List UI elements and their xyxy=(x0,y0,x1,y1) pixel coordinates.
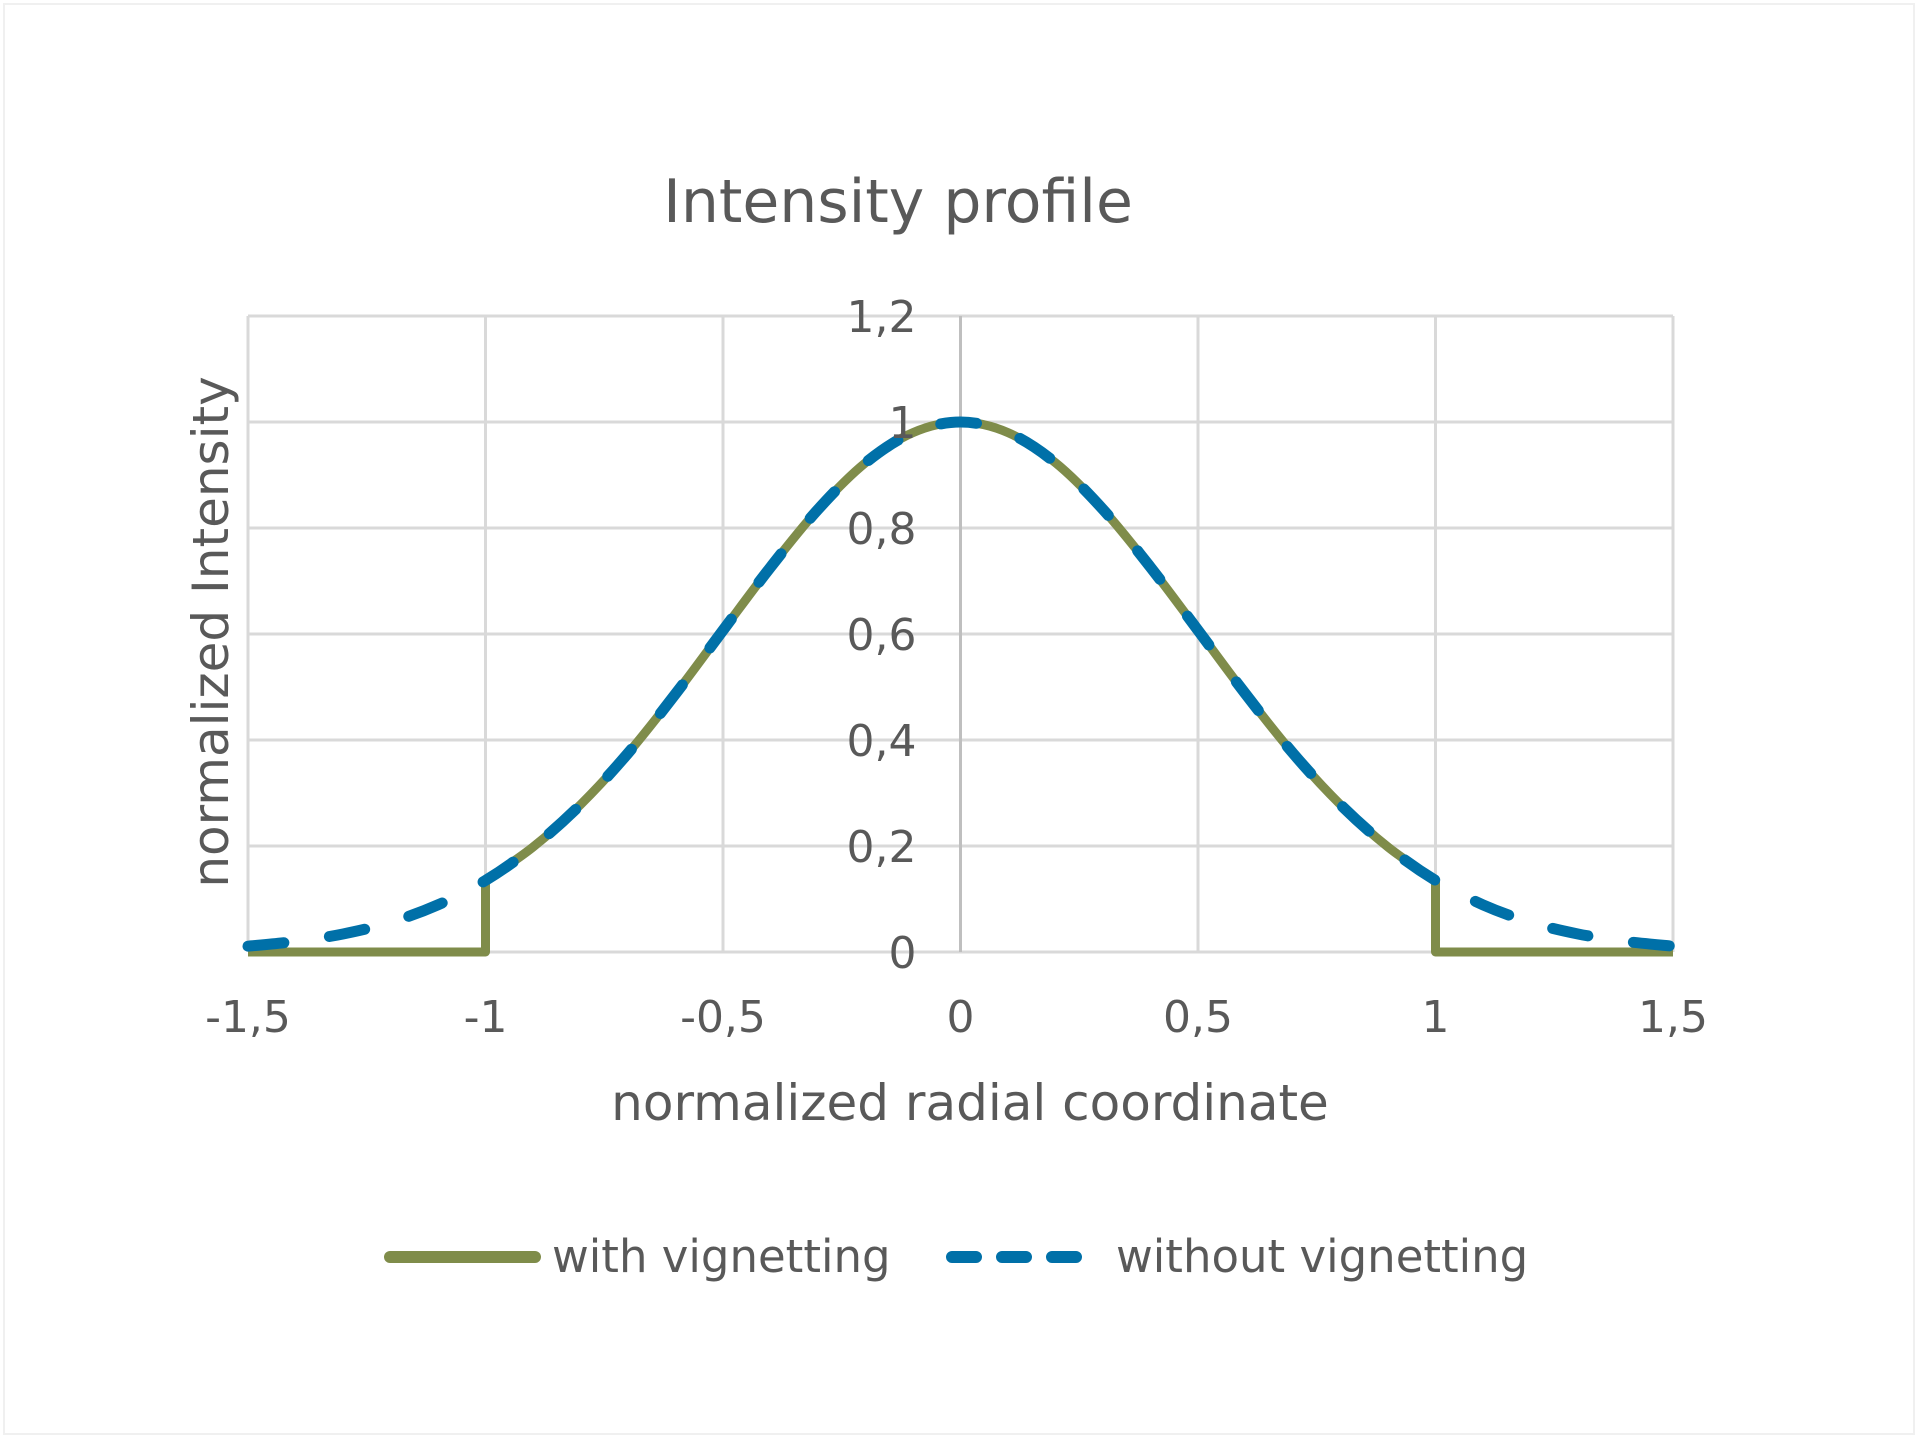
y-tick-label: 1 xyxy=(889,398,917,449)
y-tick-label: 0,2 xyxy=(847,822,917,873)
y-axis-title: normalized Intensity xyxy=(182,376,240,887)
y-tick-label: 0,8 xyxy=(847,504,917,555)
y-tick-label: 0,4 xyxy=(847,716,917,767)
legend-label-with-vignetting: with vignetting xyxy=(552,1230,891,1283)
x-tick-labels: -1,5 -1 -0,5 0 0,5 1 1,5 xyxy=(205,992,1708,1043)
gridlines xyxy=(246,314,1675,954)
y-tick-label: 0,6 xyxy=(847,610,917,661)
x-tick-label: 0,5 xyxy=(1163,992,1233,1043)
chart-frame xyxy=(3,3,1915,1435)
y-tick-label: 1,2 xyxy=(847,292,917,343)
x-tick-label: -1 xyxy=(464,992,508,1043)
x-tick-label: -0,5 xyxy=(680,992,766,1043)
x-tick-label: 0 xyxy=(947,992,975,1043)
chart-title: Intensity profile xyxy=(663,167,1133,237)
x-tick-label: 1,5 xyxy=(1638,992,1708,1043)
x-axis-title: normalized radial coordinate xyxy=(611,1074,1329,1132)
series-line-without-vignetting xyxy=(242,416,1679,952)
x-tick-label: -1,5 xyxy=(205,992,291,1043)
y-tick-labels: 0 0,2 0,4 0,6 0,8 1 1,2 xyxy=(847,292,917,979)
x-tick-label: 1 xyxy=(1422,992,1450,1043)
y-tick-label: 0 xyxy=(889,928,917,979)
legend: with vignetting without vignetting xyxy=(384,1230,1528,1283)
series-layer xyxy=(242,416,1679,957)
legend-label-without-vignetting: without vignetting xyxy=(1116,1230,1528,1283)
